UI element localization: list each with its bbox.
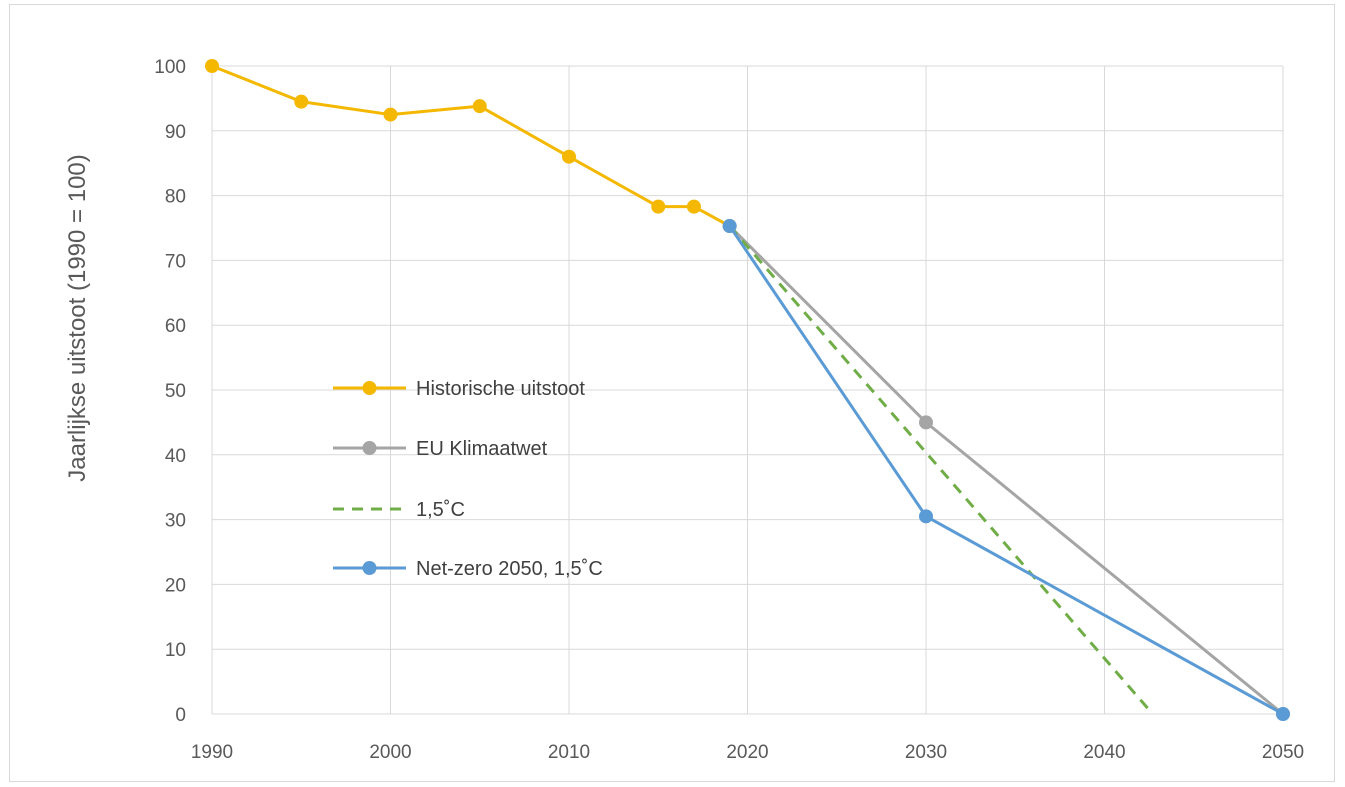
- y-tick-label: 50: [165, 381, 186, 402]
- data-point: [919, 509, 933, 524]
- series: [205, 59, 1290, 721]
- data-point: [205, 59, 219, 73]
- data-point: [722, 219, 737, 234]
- y-tick-label: 0: [175, 705, 186, 726]
- grid: [211, 65, 1284, 715]
- legend-label: 1,5˚C: [416, 499, 465, 521]
- data-point: [1276, 707, 1290, 721]
- legend-marker: [362, 561, 377, 575]
- y-tick-label: 70: [165, 251, 186, 272]
- series-historische-uitstoot: [205, 59, 737, 234]
- series-net-zero-2050-1-5-c: [722, 219, 1290, 721]
- legend-item: EU Klimaatwet: [333, 438, 548, 460]
- x-tick-label: 2010: [548, 742, 590, 763]
- legend-item: Historische uitstoot: [333, 378, 585, 400]
- x-tick-label: 2020: [726, 742, 768, 763]
- series-1-5-c: [728, 225, 1154, 715]
- x-tick-label: 2040: [1083, 742, 1125, 763]
- chart-frame: [9, 4, 1335, 782]
- y-tick-label: 90: [165, 122, 186, 143]
- y-tick-label: 10: [165, 640, 186, 661]
- y-tick-label: 30: [165, 511, 186, 532]
- legend: Historische uitstoot EU Klimaatwet 1,5˚C Ne…: [333, 378, 603, 580]
- x-tick-label: 1990: [191, 742, 233, 763]
- y-tick-label: 80: [165, 187, 186, 208]
- series-line: [728, 225, 1154, 715]
- series-line: [728, 224, 1285, 716]
- series-line: [210, 64, 732, 228]
- series-eu-klimaatwet: [722, 219, 1290, 721]
- x-tick-label: 2030: [905, 742, 947, 763]
- y-tick-label: 60: [165, 316, 186, 337]
- x-tick-label: 2050: [1262, 742, 1304, 763]
- data-point: [686, 199, 701, 214]
- y-axis-title: Jaarlijkse uitstoot (1990 = 100): [64, 154, 91, 482]
- series-line: [728, 224, 1285, 716]
- y-tick-label: 100: [154, 57, 186, 78]
- legend-label: Net-zero 2050, 1,5˚C: [416, 558, 603, 580]
- data-point: [294, 94, 309, 109]
- data-point: [562, 149, 576, 164]
- data-point: [651, 199, 666, 214]
- x-tick-label: 2000: [369, 742, 411, 763]
- legend-item: 1,5˚C: [333, 499, 465, 521]
- data-point: [919, 415, 933, 430]
- legend-item: Net-zero 2050, 1,5˚C: [333, 558, 603, 580]
- y-tick-label: 20: [165, 575, 186, 596]
- legend-marker: [362, 441, 377, 455]
- data-point: [472, 99, 487, 114]
- y-tick-label: 40: [165, 446, 186, 467]
- legend-label: Historische uitstoot: [416, 378, 585, 400]
- legend-label: EU Klimaatwet: [416, 438, 548, 460]
- legend-marker: [362, 381, 377, 395]
- data-point: [383, 107, 398, 122]
